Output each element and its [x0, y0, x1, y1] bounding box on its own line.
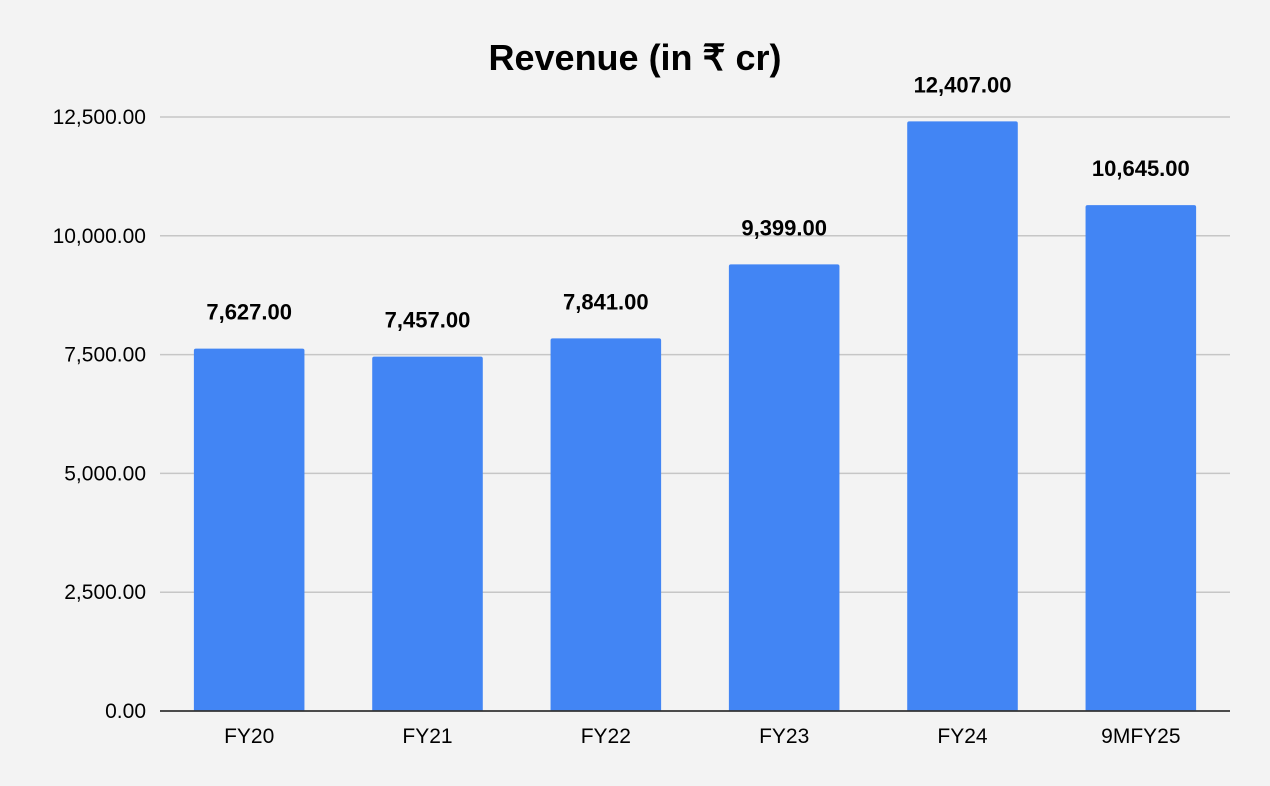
- data-labels: 7,627.00 7,457.00 7,841.00 9,399.00 12,407.0…: [206, 72, 1189, 332]
- data-label: 12,407.00: [914, 72, 1012, 97]
- data-label: 7,841.00: [563, 289, 649, 314]
- x-tick-label: 9MFY25: [1101, 725, 1180, 748]
- y-tick-label: 10,000.00: [53, 225, 146, 248]
- x-tick-label: FY20: [224, 725, 274, 748]
- data-label: 9,399.00: [741, 215, 827, 240]
- bar: [1085, 205, 1197, 711]
- x-axis-tick-labels: FY20 FY21 FY22 FY23 FY24 9MFY25: [224, 725, 1180, 748]
- data-label: 7,627.00: [206, 300, 292, 325]
- bar: [728, 264, 840, 711]
- bar: [193, 348, 305, 711]
- y-tick-label: 12,500.00: [53, 106, 146, 129]
- bars: [193, 121, 1197, 711]
- bar: [907, 121, 1018, 711]
- y-axis-tick-labels: 0.00 2,500.00 5,000.00 7,500.00 10,000.00 12,…: [53, 106, 146, 723]
- y-tick-label: 7,500.00: [64, 344, 146, 367]
- bar: [372, 356, 483, 711]
- x-tick-label: FY23: [759, 725, 809, 748]
- x-tick-label: FY22: [581, 725, 631, 748]
- y-tick-label: 2,500.00: [64, 581, 146, 604]
- x-tick-label: FY24: [937, 725, 988, 748]
- bar: [550, 338, 662, 711]
- x-tick-label: FY21: [402, 725, 452, 748]
- gridlines: [160, 116, 1230, 593]
- y-tick-label: 0.00: [105, 700, 146, 723]
- chart-title: Revenue (in ₹ cr): [489, 37, 782, 78]
- data-label: 10,645.00: [1092, 156, 1190, 181]
- data-label: 7,457.00: [385, 308, 471, 333]
- y-tick-label: 5,000.00: [64, 462, 146, 485]
